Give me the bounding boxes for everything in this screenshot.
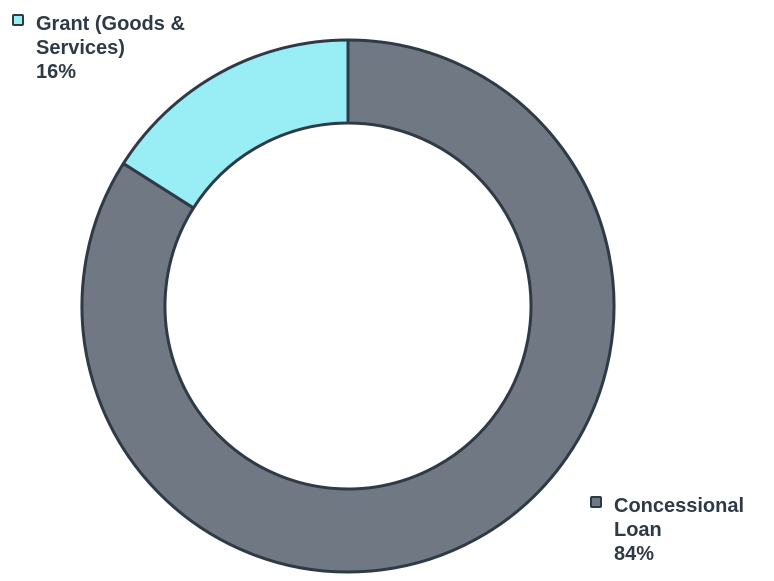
- legend-label-concessional-loan: Concessional Loan: [614, 495, 745, 541]
- legend-swatch-concessional-loan: [590, 496, 602, 508]
- legend-label-grant: Grant (Goods & Services): [36, 13, 185, 59]
- legend-swatch-grant: [12, 14, 24, 26]
- legend-percent-concessional-loan: 84%: [614, 543, 655, 565]
- legend-item-grant: Grant (Goods & Services) 16%: [12, 12, 242, 84]
- donut-slice-concessional-loan: [80, 38, 616, 574]
- legend-percent-grant: 16%: [36, 61, 77, 83]
- legend-item-concessional-loan: Concessional Loan 84%: [590, 494, 774, 566]
- donut-slice-grant-goods-services: [121, 38, 350, 210]
